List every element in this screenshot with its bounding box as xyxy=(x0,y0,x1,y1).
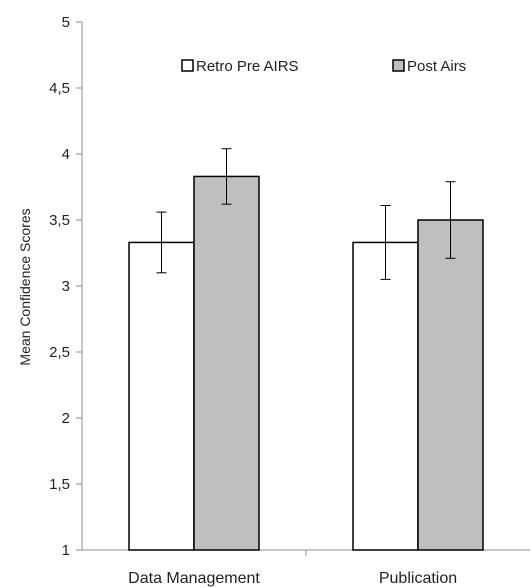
bar-post-1 xyxy=(417,219,484,551)
legend-label: Retro Pre AIRS xyxy=(196,58,299,75)
chart-error-bars xyxy=(156,148,456,280)
x-category-label: Publication xyxy=(379,570,457,587)
chart-y-ticks: 1 1,5 2 2,5 3 3,5 4 4,5 5 xyxy=(49,14,82,559)
chart-x-categories: Data Management Publication xyxy=(128,570,457,587)
y-tick-label: 1 xyxy=(62,542,70,559)
y-axis-title: Mean Confidence Scores xyxy=(17,208,33,365)
legend-swatch xyxy=(181,59,194,72)
y-tick-label: 4,5 xyxy=(49,80,70,97)
y-tick-label: 5 xyxy=(62,14,70,31)
y-tick-label: 4 xyxy=(62,146,70,163)
legend-label: Post Airs xyxy=(407,58,466,75)
y-tick-label: 2,5 xyxy=(49,344,70,361)
bar-retro-pre-1 xyxy=(352,241,419,551)
chart-bars xyxy=(128,175,484,551)
y-tick-label: 3,5 xyxy=(49,212,70,229)
y-tick-label: 3 xyxy=(62,278,70,295)
chart-legend: Retro Pre AIRS Post Airs xyxy=(181,58,466,75)
y-tick-label: 2 xyxy=(62,410,70,427)
x-category-label: Data Management xyxy=(128,570,260,587)
legend-swatch xyxy=(392,59,405,72)
bar-retro-pre-0 xyxy=(128,241,195,551)
y-tick-label: 1,5 xyxy=(49,476,70,493)
bar-post-0 xyxy=(193,175,260,551)
